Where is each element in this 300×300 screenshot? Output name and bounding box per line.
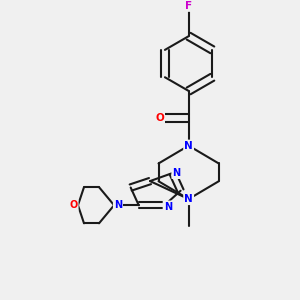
Text: N: N — [184, 141, 193, 151]
Text: F: F — [185, 1, 192, 11]
Text: N: N — [172, 168, 181, 178]
Text: N: N — [164, 202, 172, 212]
Text: N: N — [184, 194, 193, 204]
Text: N: N — [114, 200, 122, 210]
Text: O: O — [155, 113, 164, 123]
Text: O: O — [69, 200, 78, 210]
